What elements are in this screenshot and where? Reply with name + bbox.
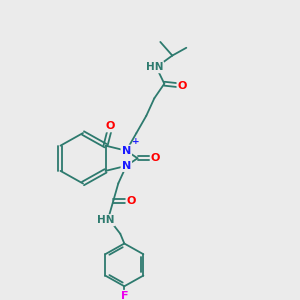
Text: O: O <box>151 153 160 163</box>
Text: F: F <box>121 291 128 300</box>
Text: HN: HN <box>146 62 163 72</box>
Text: O: O <box>106 121 115 131</box>
Text: O: O <box>178 81 187 91</box>
Text: HN: HN <box>97 215 114 225</box>
Text: N: N <box>122 146 131 156</box>
Text: O: O <box>127 196 136 206</box>
Text: +: + <box>132 137 140 146</box>
Text: N: N <box>122 161 131 171</box>
